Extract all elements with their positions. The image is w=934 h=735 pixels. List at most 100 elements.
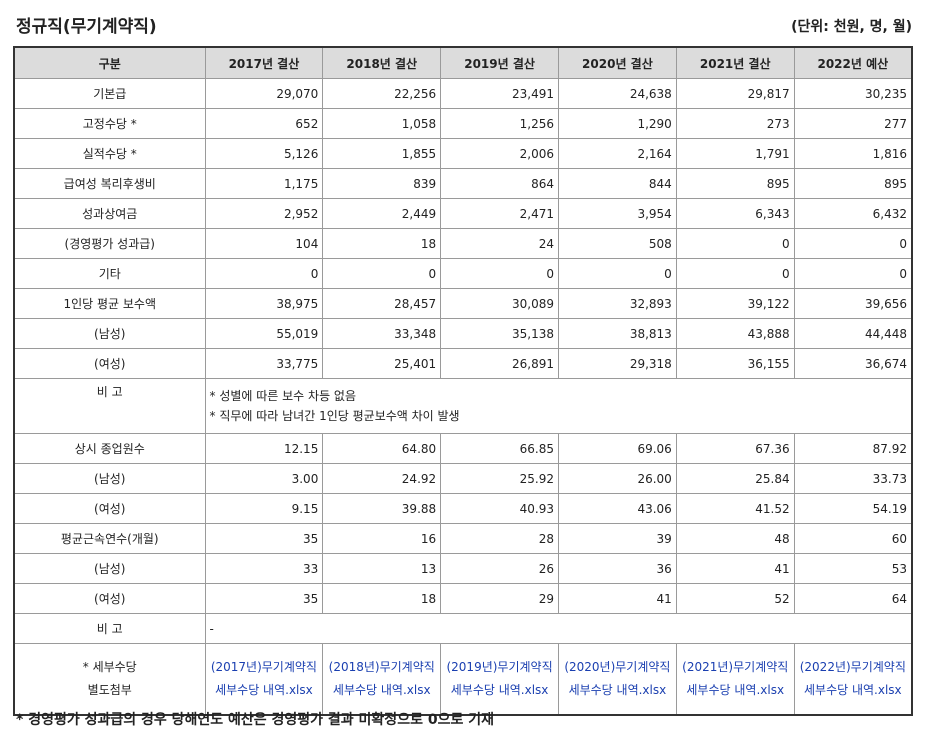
table-cell: 39.88 (322, 493, 442, 524)
attachment-cell: (2019년)무기계약직 세부수당 내역.xlsx (440, 643, 559, 716)
attachment-label-line: 별도첨부 (87, 683, 132, 697)
table-cell: 52 (675, 583, 795, 614)
attachment-file-link[interactable]: (2020년)무기계약직 세부수당 내역.xlsx (564, 660, 671, 697)
table-cell: 844 (557, 168, 677, 199)
table-cell: 41 (675, 553, 795, 584)
table-cell: 0 (322, 258, 442, 289)
table-cell: 64 (793, 583, 913, 614)
table-cell: 36 (557, 553, 677, 584)
row-label: (여성) (13, 583, 206, 614)
table-cell: 33,775 (204, 348, 324, 379)
table-cell: 1,855 (322, 138, 442, 169)
row-label: (여성) (13, 493, 206, 524)
table-cell: 35 (204, 583, 324, 614)
row-label: 기타 (13, 258, 206, 289)
table-cell: 895 (675, 168, 795, 199)
table-cell: 6,343 (675, 198, 795, 229)
table-cell: 25,401 (322, 348, 442, 379)
table-row: 성과상여금 2,952 2,449 2,471 3,954 6,343 6,432 (13, 198, 913, 229)
row-label: 성과상여금 (13, 198, 206, 229)
table-row: 상시 종업원수 12.15 64.80 66.85 69.06 67.36 87.92 (13, 433, 913, 464)
remarks-row: 비 고 * 성별에 따른 보수 차등 없음 * 직무에 따라 남녀간 1인당 평균보… (13, 378, 913, 434)
table-cell: 2,471 (440, 198, 559, 229)
row-label: (여성) (13, 348, 206, 379)
table-cell: 3.00 (204, 463, 324, 494)
table-cell: 26.00 (557, 463, 677, 494)
header-row: 구분 2017년 결산 2018년 결산 2019년 결산 2020년 결산 2021년 … (13, 46, 913, 79)
table-cell: 69.06 (557, 433, 677, 464)
table-cell: 25.84 (675, 463, 795, 494)
table-cell: 1,058 (322, 108, 442, 139)
table-cell: 30,235 (793, 78, 913, 109)
attachment-cell: (2022년)무기계약직 세부수당 내역.xlsx (793, 643, 913, 716)
remarks-row: 비 고- (13, 613, 913, 644)
table-cell: 1,256 (440, 108, 559, 139)
table-cell: 2,164 (557, 138, 677, 169)
table-row: (경영평가 성과급) 104 18 24 508 0 0 (13, 228, 913, 259)
unit-label: (단위: 천원, 명, 월) (791, 19, 912, 35)
table-cell: 9.15 (204, 493, 324, 524)
table-cell: 12.15 (204, 433, 324, 464)
table-row: 평균근속연수(개월) 35 16 28 39 48 60 (13, 523, 913, 554)
row-label: 급여성 복리후생비 (13, 168, 206, 199)
table-cell: 2,006 (440, 138, 559, 169)
table-cell: 38,975 (204, 288, 324, 319)
row-label: 평균근속연수(개월) (13, 523, 206, 554)
table-row: (여성) 33,775 25,401 26,891 29,318 36,155 36,674 (13, 348, 913, 379)
table-cell: 23,491 (440, 78, 559, 109)
table-cell: 66.85 (440, 433, 559, 464)
table-cell: 277 (793, 108, 913, 139)
table-cell: 24.92 (322, 463, 442, 494)
table-row: 실적수당 * 5,126 1,855 2,006 2,164 1,791 1,816 (13, 138, 913, 169)
table-cell: 26,891 (440, 348, 559, 379)
attachment-file-link[interactable]: (2021년)무기계약직 세부수당 내역.xlsx (682, 660, 789, 697)
table-cell: 35,138 (440, 318, 559, 349)
table-cell: 895 (793, 168, 913, 199)
table-cell: 24,638 (557, 78, 677, 109)
row-label: 1인당 평균 보수액 (13, 288, 206, 319)
table-row: (남성) 33 13 26 36 41 53 (13, 553, 913, 584)
table-cell: 26 (440, 553, 559, 584)
row-label: 실적수당 * (13, 138, 206, 169)
table-cell: 3,954 (557, 198, 677, 229)
table-cell: 104 (204, 228, 324, 259)
table-cell: 6,432 (793, 198, 913, 229)
table-cell: 508 (557, 228, 677, 259)
attachment-cell: (2018년)무기계약직 세부수당 내역.xlsx (322, 643, 442, 716)
table-cell: 2,952 (204, 198, 324, 229)
table-cell: 39,122 (675, 288, 795, 319)
table-cell: 30,089 (440, 288, 559, 319)
table-cell: 48 (675, 523, 795, 554)
table-cell: 29,070 (204, 78, 324, 109)
table-row: (여성) 9.15 39.88 40.93 43.06 41.52 54.19 (13, 493, 913, 524)
table-cell: 18 (322, 583, 442, 614)
table-row: 1인당 평균 보수액 38,975 28,457 30,089 32,893 39,122… (13, 288, 913, 319)
table-cell: 39 (557, 523, 677, 554)
table-cell: 33.73 (793, 463, 913, 494)
table-cell: 39,656 (793, 288, 913, 319)
table-row: 기타 0 0 0 0 0 0 (13, 258, 913, 289)
table-cell: 38,813 (557, 318, 677, 349)
remarks-label: 비 고 (13, 378, 206, 434)
attachment-cell: (2017년)무기계약직 세부수당 내역.xlsx (204, 643, 324, 716)
table-cell: 1,175 (204, 168, 324, 199)
table-cell: 87.92 (793, 433, 913, 464)
attachment-file-link[interactable]: (2019년)무기계약직 세부수당 내역.xlsx (446, 660, 553, 697)
table-cell: 0 (440, 258, 559, 289)
table-cell: 28 (440, 523, 559, 554)
table-cell: 29,817 (675, 78, 795, 109)
header-category: 구분 (13, 46, 206, 79)
attachment-label-line: * 세부수당 (82, 660, 137, 674)
attachment-file-link[interactable]: (2017년)무기계약직 세부수당 내역.xlsx (210, 660, 317, 697)
row-label: 고정수당 * (13, 108, 206, 139)
table-cell: 40.93 (440, 493, 559, 524)
attachment-file-link[interactable]: (2022년)무기계약직 세부수당 내역.xlsx (799, 660, 906, 697)
header-year: 2018년 결산 (322, 46, 442, 79)
row-label: 기본급 (13, 78, 206, 109)
table-cell: 44,448 (793, 318, 913, 349)
attachment-file-link[interactable]: (2018년)무기계약직 세부수당 내역.xlsx (328, 660, 435, 697)
table-cell: 18 (322, 228, 442, 259)
table-cell: 43.06 (557, 493, 677, 524)
table-cell: 53 (793, 553, 913, 584)
